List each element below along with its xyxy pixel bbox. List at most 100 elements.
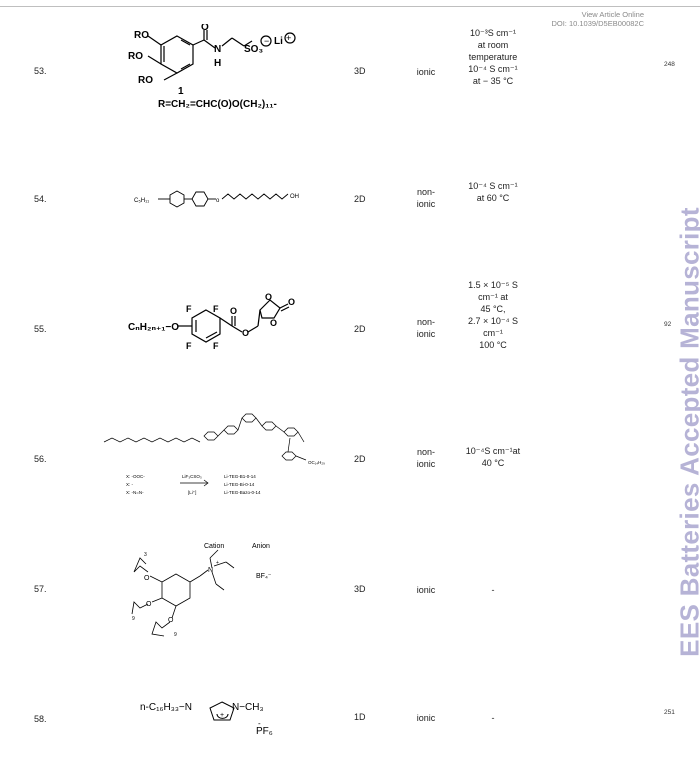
cond-line: 40 °C: [458, 457, 528, 469]
hydroxyl-label: OH: [290, 194, 299, 200]
lithium-label: Li: [274, 36, 283, 47]
cond-line: at 60 °C: [458, 192, 528, 204]
plus-charge-icon: +: [216, 560, 219, 566]
type: non- ionic: [400, 316, 452, 340]
type: non- ionic: [400, 446, 452, 470]
repeat-9-label-2: 9: [174, 632, 177, 638]
fluorine-label-1: F: [186, 304, 192, 314]
structure-58: n-C₁₆H₃₃−N + N−CH₃ - PF₆: [138, 692, 288, 736]
table-row-56: 56. OC₁₄H₂₉ X: -OOC- X: - X: -N=N- LiF₃C…: [0, 390, 700, 520]
nitrogen-label: N: [214, 44, 221, 55]
salt-label: LiF₃CSO₃: [182, 474, 202, 479]
cation-label: Cation: [204, 543, 224, 550]
linker-x2: X: -: [126, 482, 134, 487]
cond-line: 2.7 × 10⁻⁴ S: [458, 315, 528, 327]
row-number: 54.: [34, 194, 47, 204]
alkyl-label: C₅H₁₁: [134, 198, 149, 204]
oxygen-label: O: [201, 24, 209, 33]
ratio-label: [Li⁺]: [188, 490, 196, 495]
cond-line: temperature: [458, 51, 528, 63]
row-number: 57.: [34, 584, 47, 594]
cond-line: 1.5 × 10⁻⁵ S: [458, 279, 528, 291]
ester-oxygen-label: O: [242, 328, 249, 338]
ro-label-1: RO: [134, 30, 149, 41]
structure-57: Cation Anion N + BF₄⁻ O O O 3 9 9: [130, 536, 280, 640]
structure-56: OC₁₄H₂₉ X: -OOC- X: - X: -N=N- LiF₃CSO₃ …: [100, 390, 332, 506]
product-1: Li-TEG-B1-0-14: [224, 474, 256, 479]
ring-oxygen-label-1: O: [265, 292, 272, 302]
type: non- ionic: [400, 186, 452, 210]
cond-line: -: [458, 584, 528, 596]
conductivity: 10⁻⁴ S cm⁻¹ at 60 °C: [458, 180, 528, 204]
hydrogen-label: H: [214, 58, 221, 69]
table-row-58: 58. n-C₁₆H₃₃−N + N−CH₃ - PF₆ 1D ionic - …: [0, 650, 700, 780]
conductivity: 1.5 × 10⁻⁵ S cm⁻¹ at 45 °C, 2.7 × 10⁻⁴ S…: [458, 279, 528, 351]
reference: 251: [664, 709, 675, 716]
cond-line: cm⁻¹: [458, 327, 528, 339]
cond-line: 45 °C,: [458, 303, 528, 315]
dimension: 3D: [354, 66, 366, 76]
cond-line: at room: [458, 39, 528, 51]
fluorine-label-3: F: [186, 341, 192, 351]
fluorine-label-4: F: [213, 341, 219, 351]
carbonyl-oxygen-label: O: [230, 306, 237, 316]
dimension: 2D: [354, 324, 366, 334]
minus-charge-icon: −: [264, 36, 269, 46]
conductivity: 10⁻³S cm⁻¹ at room temperature 10⁻⁴ S cm…: [458, 27, 528, 87]
table-row-55: 55. CₙH₂ₙ₊₁−O F F F F O O O O O 2D non- …: [0, 260, 700, 390]
type: ionic: [400, 66, 452, 78]
conductivity: 10⁻⁴S cm⁻¹at 40 °C: [458, 445, 528, 469]
type: ionic: [400, 712, 452, 724]
oxygen-label-3: O: [168, 617, 174, 624]
linker-x3: X: -N=N-: [126, 490, 144, 495]
conductivity: -: [458, 584, 528, 596]
oxygen-label-1: O: [144, 575, 150, 582]
plus-charge-icon: +: [220, 712, 224, 719]
methyl-label: N−CH₃: [232, 702, 264, 713]
oxygen-label-2: O: [146, 601, 152, 608]
reference: 92: [664, 321, 671, 328]
product-3: Li-TEG-Bazo-0-14: [224, 490, 261, 495]
ro-label-2: RO: [128, 51, 143, 62]
plus-charge-icon: +: [286, 33, 291, 43]
cond-line: cm⁻¹ at: [458, 291, 528, 303]
carbonate-oxygen-label: O: [288, 297, 295, 307]
repeat-9-label: 9: [132, 616, 135, 622]
dimension: 3D: [354, 584, 366, 594]
structure-54: C₅H₁₁ o OH: [132, 182, 312, 222]
fluorine-label-2: F: [213, 304, 219, 314]
cond-line: 100 °C: [458, 339, 528, 351]
table-row-53: 53. RO RO RO O N H SO₃ − Li + 1: [0, 0, 700, 130]
linker-x1: X: -OOC-: [126, 474, 145, 479]
structure-53: RO RO RO O N H SO₃ − Li + 1 R=CH₂=CHC(O)…: [120, 24, 300, 110]
cond-line: 10⁻⁴ S cm⁻¹: [458, 180, 528, 192]
cond-line: at − 35 °C: [458, 75, 528, 87]
repeat-3-label: 3: [144, 552, 147, 558]
cond-line: 10⁻³S cm⁻¹: [458, 27, 528, 39]
hexadecyl-label: n-C₁₆H₃₃−N: [140, 702, 192, 713]
conductivity: -: [458, 712, 528, 724]
compound-number: 1: [178, 86, 184, 97]
anion-bf4: BF₄⁻: [256, 573, 272, 580]
anion-label: Anion: [252, 543, 270, 550]
dimension: 2D: [354, 454, 366, 464]
table-row-57: 57. Cation Anion N + BF₄⁻ O O O 3 9 9: [0, 520, 700, 650]
cond-line: 10⁻⁴ S cm⁻¹: [458, 63, 528, 75]
table-row-54: 54. C₅H₁₁ o OH 2D non- ionic 10⁻⁴ S cm⁻¹…: [0, 130, 700, 260]
structure-55: CₙH₂ₙ₊₁−O F F F F O O O O O: [126, 288, 306, 368]
tail-label: OC₁₄H₂₉: [308, 460, 325, 465]
row-number: 58.: [34, 714, 47, 724]
dimension: 2D: [354, 194, 366, 204]
r-definition: R=CH₂=CHC(O)O(CH₂)₁₁-: [158, 99, 277, 110]
reference: 248: [664, 61, 675, 68]
sulfonate-label: SO₃: [244, 44, 263, 55]
ro-label-3: RO: [138, 75, 153, 86]
cond-line: -: [458, 712, 528, 724]
type: ionic: [400, 584, 452, 596]
row-number: 56.: [34, 454, 47, 464]
cond-line: 10⁻⁴S cm⁻¹at: [458, 445, 528, 457]
row-number: 53.: [34, 66, 47, 76]
product-2: Li-TEG-Bi-0-14: [224, 482, 255, 487]
ring-oxygen-label-2: O: [270, 318, 277, 328]
row-number: 55.: [34, 324, 47, 334]
